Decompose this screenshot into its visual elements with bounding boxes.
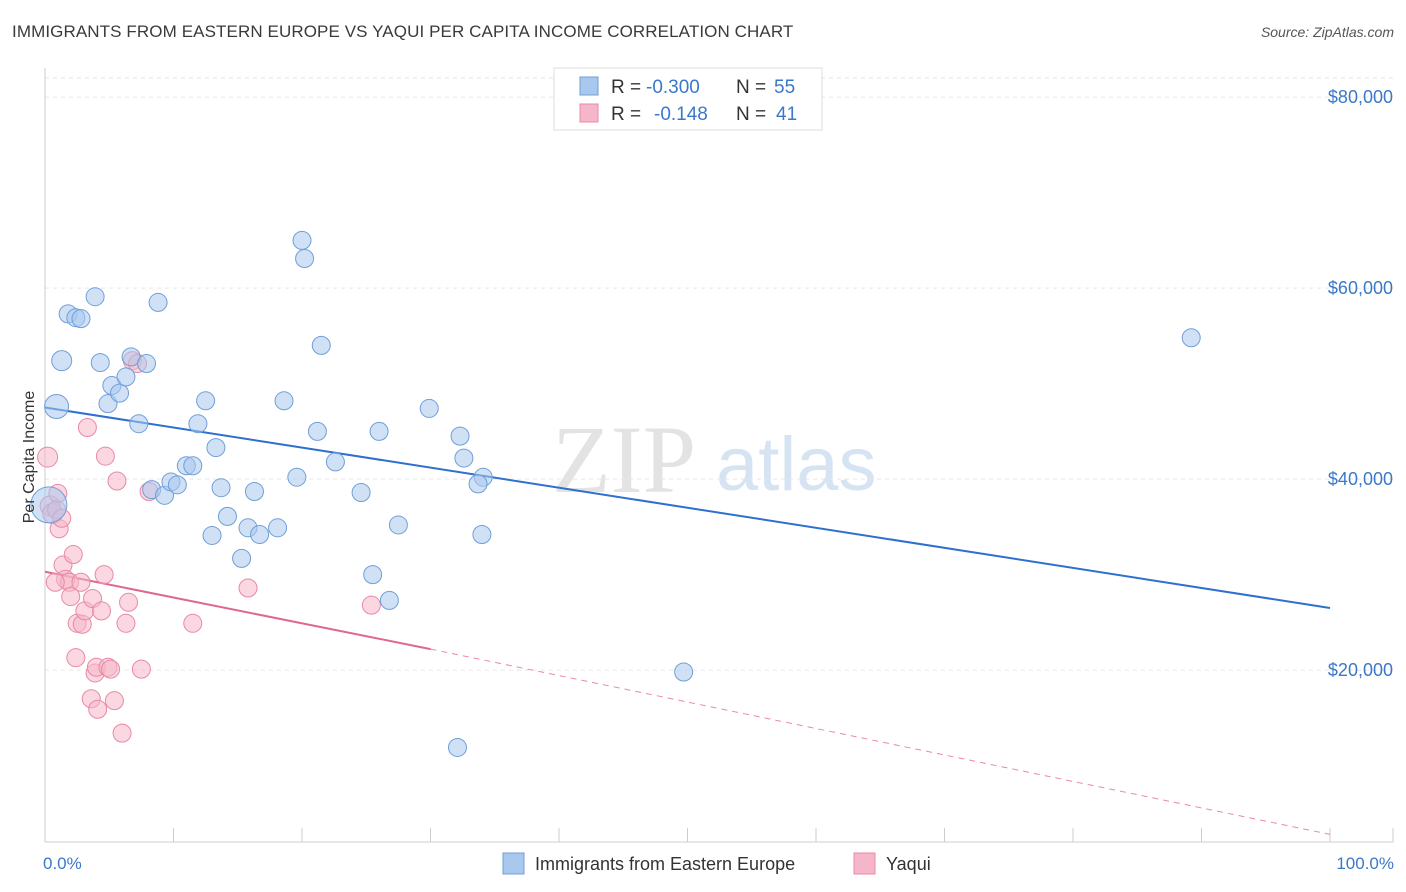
bottom-legend-label-eastern-europe: Immigrants from Eastern Europe: [535, 854, 795, 874]
data-point-eastern-europe: [211, 478, 231, 498]
legend-n-label-2: N =: [736, 104, 766, 125]
data-point-eastern-europe: [206, 438, 226, 458]
trend-lines: [44, 406, 1331, 835]
data-point-yaqui: [238, 578, 258, 598]
data-point-eastern-europe: [379, 590, 399, 610]
trend-line-0: [44, 406, 1331, 610]
data-point-eastern-europe: [274, 391, 294, 411]
data-point-yaqui: [71, 572, 91, 592]
data-point-eastern-europe: [468, 474, 488, 494]
data-point-yaqui: [66, 648, 86, 668]
data-point-yaqui: [131, 659, 151, 679]
source-label: Source: ZipAtlas.com: [1260, 24, 1394, 40]
data-point-eastern-europe: [217, 506, 237, 526]
data-point-yaqui: [116, 613, 136, 633]
data-point-eastern-europe: [148, 292, 168, 312]
data-point-eastern-europe: [51, 350, 73, 372]
data-point-eastern-europe: [202, 525, 222, 545]
legend-r-label-1: R =: [611, 77, 641, 98]
data-point-eastern-europe: [450, 426, 470, 446]
legend-r-value-1: -0.300: [646, 77, 700, 98]
data-point-eastern-europe: [292, 230, 312, 250]
legend-r-value-2: -0.148: [654, 104, 708, 125]
data-point-eastern-europe: [196, 391, 216, 411]
watermark-atlas: atlas: [716, 422, 877, 507]
data-point-eastern-europe: [287, 467, 307, 487]
data-point-yaqui: [63, 545, 83, 565]
data-point-yaqui: [101, 659, 121, 679]
data-point-yaqui: [104, 691, 124, 711]
data-point-eastern-europe: [325, 452, 345, 472]
data-point-eastern-europe: [351, 482, 371, 502]
data-point-eastern-europe: [1181, 328, 1201, 348]
data-point-eastern-europe: [183, 456, 203, 476]
data-point-eastern-europe: [30, 486, 68, 524]
data-point-yaqui: [61, 587, 81, 607]
bottom-legend-swatch-yaqui: [853, 852, 876, 875]
data-point-eastern-europe: [268, 518, 288, 538]
legend-swatch-yaqui: [579, 103, 599, 123]
y-axis-label: Per Capita Income: [21, 391, 38, 524]
data-point-yaqui: [361, 595, 381, 615]
legend-r-label-2: R =: [611, 104, 641, 125]
bottom-legend: Immigrants from Eastern Europe Yaqui: [502, 852, 931, 875]
legend-box: R = -0.300 N = 55 R = -0.148 N = 41: [553, 67, 823, 131]
data-point-eastern-europe: [167, 475, 187, 495]
data-point-eastern-europe: [250, 524, 270, 544]
y-tick-label: $20,000: [1328, 660, 1393, 680]
data-point-eastern-europe: [116, 367, 136, 387]
legend-n-label-1: N =: [736, 77, 766, 98]
data-point-eastern-europe: [674, 662, 694, 682]
data-point-eastern-europe: [454, 448, 474, 468]
data-point-eastern-europe: [295, 248, 315, 268]
data-point-eastern-europe: [244, 482, 264, 502]
data-point-yaqui: [112, 723, 132, 743]
data-point-yaqui: [45, 572, 65, 592]
legend-swatch-eastern-europe: [579, 76, 599, 96]
data-point-yaqui: [94, 565, 114, 585]
data-point-eastern-europe: [419, 398, 439, 418]
data-point-eastern-europe: [232, 548, 252, 568]
data-point-eastern-europe: [472, 524, 492, 544]
y-tick-label: $40,000: [1328, 469, 1393, 489]
data-point-eastern-europe: [71, 309, 91, 329]
data-point-eastern-europe: [447, 737, 467, 757]
data-point-eastern-europe: [137, 354, 157, 374]
bottom-legend-label-yaqui: Yaqui: [886, 854, 931, 874]
data-point-eastern-europe: [388, 515, 408, 535]
data-point-eastern-europe: [110, 383, 130, 403]
data-point-yaqui: [92, 601, 112, 621]
data-point-yaqui: [77, 418, 97, 438]
data-point-eastern-europe: [311, 335, 331, 355]
data-point-yaqui: [88, 699, 108, 719]
data-point-eastern-europe: [188, 414, 208, 434]
data-point-yaqui: [183, 613, 203, 633]
x-tick-label-max: 100.0%: [1336, 854, 1394, 873]
data-point-eastern-europe: [307, 421, 327, 441]
data-point-eastern-europe: [369, 421, 389, 441]
data-point-eastern-europe: [90, 353, 110, 373]
chart-title: IMMIGRANTS FROM EASTERN EUROPE VS YAQUI …: [12, 22, 794, 41]
trend-line-1: [44, 570, 431, 651]
data-point-yaqui: [119, 592, 139, 612]
bottom-legend-swatch-eastern-europe: [502, 852, 525, 875]
data-point-eastern-europe: [85, 287, 105, 307]
y-tick-label: $80,000: [1328, 87, 1393, 107]
data-point-eastern-europe: [44, 394, 70, 420]
data-points: [30, 230, 1201, 757]
data-point-yaqui: [37, 446, 59, 468]
x-tick-label-min: 0.0%: [43, 854, 82, 873]
trend-line-dashed-1: [430, 648, 1331, 835]
legend-n-value-1: 55: [774, 77, 795, 98]
data-point-eastern-europe: [363, 565, 383, 585]
y-tick-labels: $20,000 $40,000 $60,000 $80,000: [1328, 87, 1393, 680]
data-point-yaqui: [95, 446, 115, 466]
data-point-yaqui: [107, 471, 127, 491]
y-tick-label: $60,000: [1328, 278, 1393, 298]
legend-n-value-2: 41: [776, 104, 797, 125]
watermark-zip: ZIP: [552, 406, 696, 513]
data-point-eastern-europe: [129, 414, 149, 434]
